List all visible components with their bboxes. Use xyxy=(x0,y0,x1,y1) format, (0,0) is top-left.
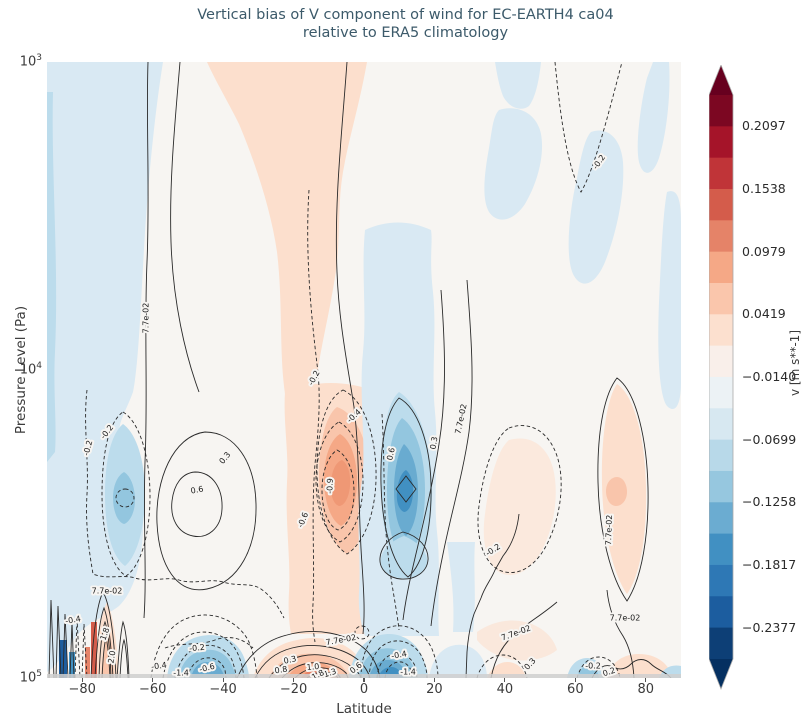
contour-label: -0.2 xyxy=(585,662,601,671)
colorbar-segment xyxy=(709,157,733,190)
colorbar-segment xyxy=(709,188,733,221)
y-tick-label: 104 xyxy=(19,361,42,378)
x-tick-label: 0 xyxy=(359,682,369,697)
x-tick-label: 40 xyxy=(496,682,514,697)
contour-label: -0.4 xyxy=(151,660,168,671)
x-tick-mark xyxy=(81,678,83,682)
contour-plot: 7.7e-02-0.2-0.20.30.6-0.2-0.4-0.9-0.60.6… xyxy=(47,62,681,678)
contour-label: 0.8 xyxy=(274,665,288,676)
contour-label: -0.9 xyxy=(325,478,335,494)
colorbar-tick-label: 0.2097 xyxy=(742,118,786,134)
colorbar-segment xyxy=(709,470,733,503)
x-tick-label: −80 xyxy=(68,682,96,697)
contour-label: 7.7e-02 xyxy=(604,514,614,545)
contour-label: 7.7e-02 xyxy=(610,614,641,623)
x-tick-label: 60 xyxy=(567,682,584,697)
colorbar-segment xyxy=(709,314,733,347)
colorbar-segment xyxy=(709,251,733,284)
contour-lines-dashed xyxy=(74,62,623,678)
x-tick-label: −60 xyxy=(138,682,167,697)
contour-label: -0.6 xyxy=(198,662,215,675)
contour-label: -1.4 xyxy=(173,669,189,678)
colorbar-tick-label: 0.0419 xyxy=(742,306,786,322)
colorbar-tick-label: 0.1538 xyxy=(742,180,786,196)
contour-label: 0.6 xyxy=(190,484,204,495)
plot-title-line2: relative to ERA5 climatology xyxy=(302,25,509,41)
colorbar-segment xyxy=(709,376,733,409)
x-tick-mark xyxy=(292,678,295,682)
x-tick-mark xyxy=(363,678,365,682)
colorbar-tick-label: −0.1817 xyxy=(742,556,797,572)
colorbar-tick-label: −0.0699 xyxy=(742,431,797,447)
colorbar-under-arrow xyxy=(709,658,733,689)
x-tick-label: 80 xyxy=(637,682,655,697)
y-tick-label: 103 xyxy=(19,53,42,70)
colorbar-tick-label: −0.2377 xyxy=(742,619,797,635)
x-tick-mark xyxy=(645,678,647,682)
colorbar-segment xyxy=(709,596,733,629)
fill-layer xyxy=(47,62,681,678)
plot-area: 7.7e-02 -0.2 -0.2 0.3 0.6 -0.2 -0.4 -0.9 -0.6 0.6… xyxy=(47,62,681,678)
colorbar-segment xyxy=(709,220,733,253)
colorbar-segment xyxy=(709,564,733,597)
x-tick-mark xyxy=(504,678,506,682)
colorbar-outline xyxy=(708,63,734,691)
x-tick-label: −20 xyxy=(279,682,308,697)
colorbar-segment xyxy=(709,533,733,566)
contour-label: 2.0 xyxy=(106,650,117,664)
contour-label: -1.4 xyxy=(400,668,416,677)
colorbar-segment xyxy=(709,95,733,127)
contour-lines-solid xyxy=(48,62,672,678)
x-tick-mark xyxy=(433,678,436,682)
x-tick-mark xyxy=(152,678,154,682)
contour-label: 7.7e-02 xyxy=(142,303,151,334)
surface-band xyxy=(47,674,681,678)
colorbar-segment xyxy=(709,627,733,660)
y-tick-label: 105 xyxy=(19,669,42,686)
plot-title-line1: Vertical bias of V component of wind for… xyxy=(197,7,614,23)
colorbar-axis-label: v [m s**-1] xyxy=(788,330,802,396)
colorbar-segment xyxy=(709,126,733,159)
colorbar-segment xyxy=(709,345,733,378)
x-axis-label: Latitude xyxy=(336,701,392,717)
x-tick-mark xyxy=(574,678,576,682)
colorbar-svg xyxy=(708,63,734,691)
contour-label: 7.7e-02 xyxy=(92,587,123,596)
colorbar-over-arrow xyxy=(709,65,733,95)
x-tick-label: 20 xyxy=(426,682,443,697)
x-tick-label: −40 xyxy=(209,682,237,697)
colorbar-tick-label: −0.1258 xyxy=(742,494,797,510)
colorbar-segment xyxy=(709,408,733,441)
colorbar-segment xyxy=(709,502,733,535)
contour-label: 1.8 xyxy=(310,668,325,678)
colorbar-segment xyxy=(709,282,733,315)
x-tick-mark xyxy=(222,678,224,682)
colorbar-segment xyxy=(709,439,733,472)
colorbar xyxy=(708,63,735,695)
colorbar-tick-label: −0.0140 xyxy=(742,368,797,384)
contour-label: -0.2 xyxy=(189,643,205,654)
contour-label: 0.3 xyxy=(428,436,439,450)
contour-label: 1.0 xyxy=(306,662,320,672)
colorbar-tick-label: 0.0979 xyxy=(742,243,786,259)
plot-title: Vertical bias of V component of wind for… xyxy=(0,6,811,42)
